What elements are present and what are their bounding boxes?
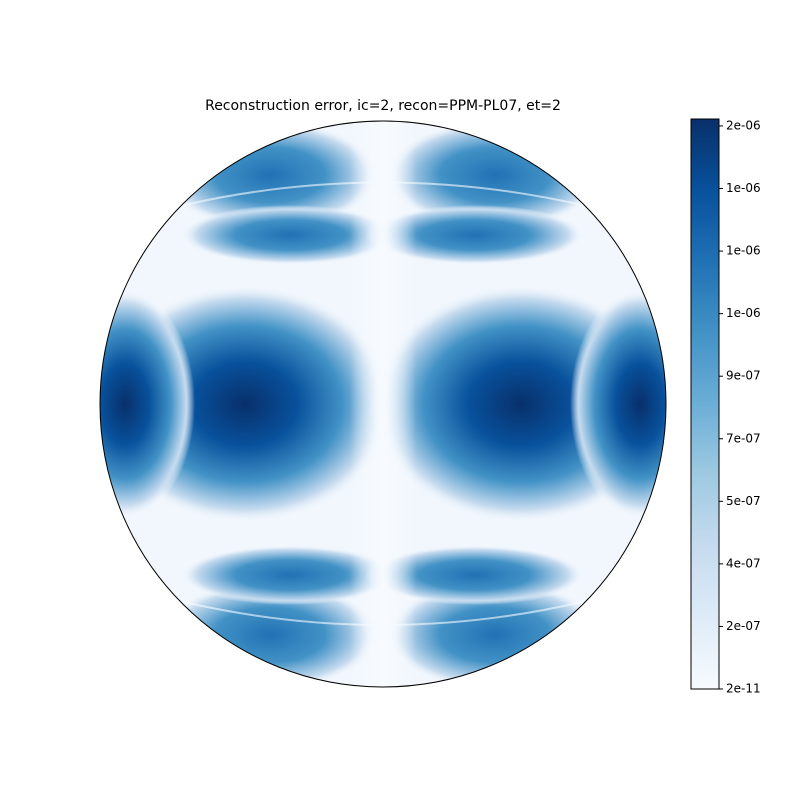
colorbar-tick-label: 2e-07 (726, 619, 761, 633)
colorbar-tick-label: 1e-06 (726, 181, 761, 195)
colorbar-tick-label: 7e-07 (726, 431, 761, 445)
field (100, 121, 666, 687)
globe-outline (99, 120, 667, 688)
colorbar-tick-label: 1e-06 (726, 244, 761, 258)
colorbar-tick-label: 4e-07 (726, 556, 761, 570)
chart-title: Reconstruction error, ic=2, recon=PPM-PL… (205, 98, 561, 114)
colorbar-tick-label: 5e-07 (726, 494, 761, 508)
colorbar (690, 118, 720, 690)
colorbar-tick-label: 2e-11 (726, 682, 761, 696)
colorbar-tick-label: 9e-07 (726, 369, 761, 383)
colorbar-tick-label: 1e-06 (726, 306, 761, 320)
colorbar-tick-label: 2e-06 (726, 118, 761, 132)
